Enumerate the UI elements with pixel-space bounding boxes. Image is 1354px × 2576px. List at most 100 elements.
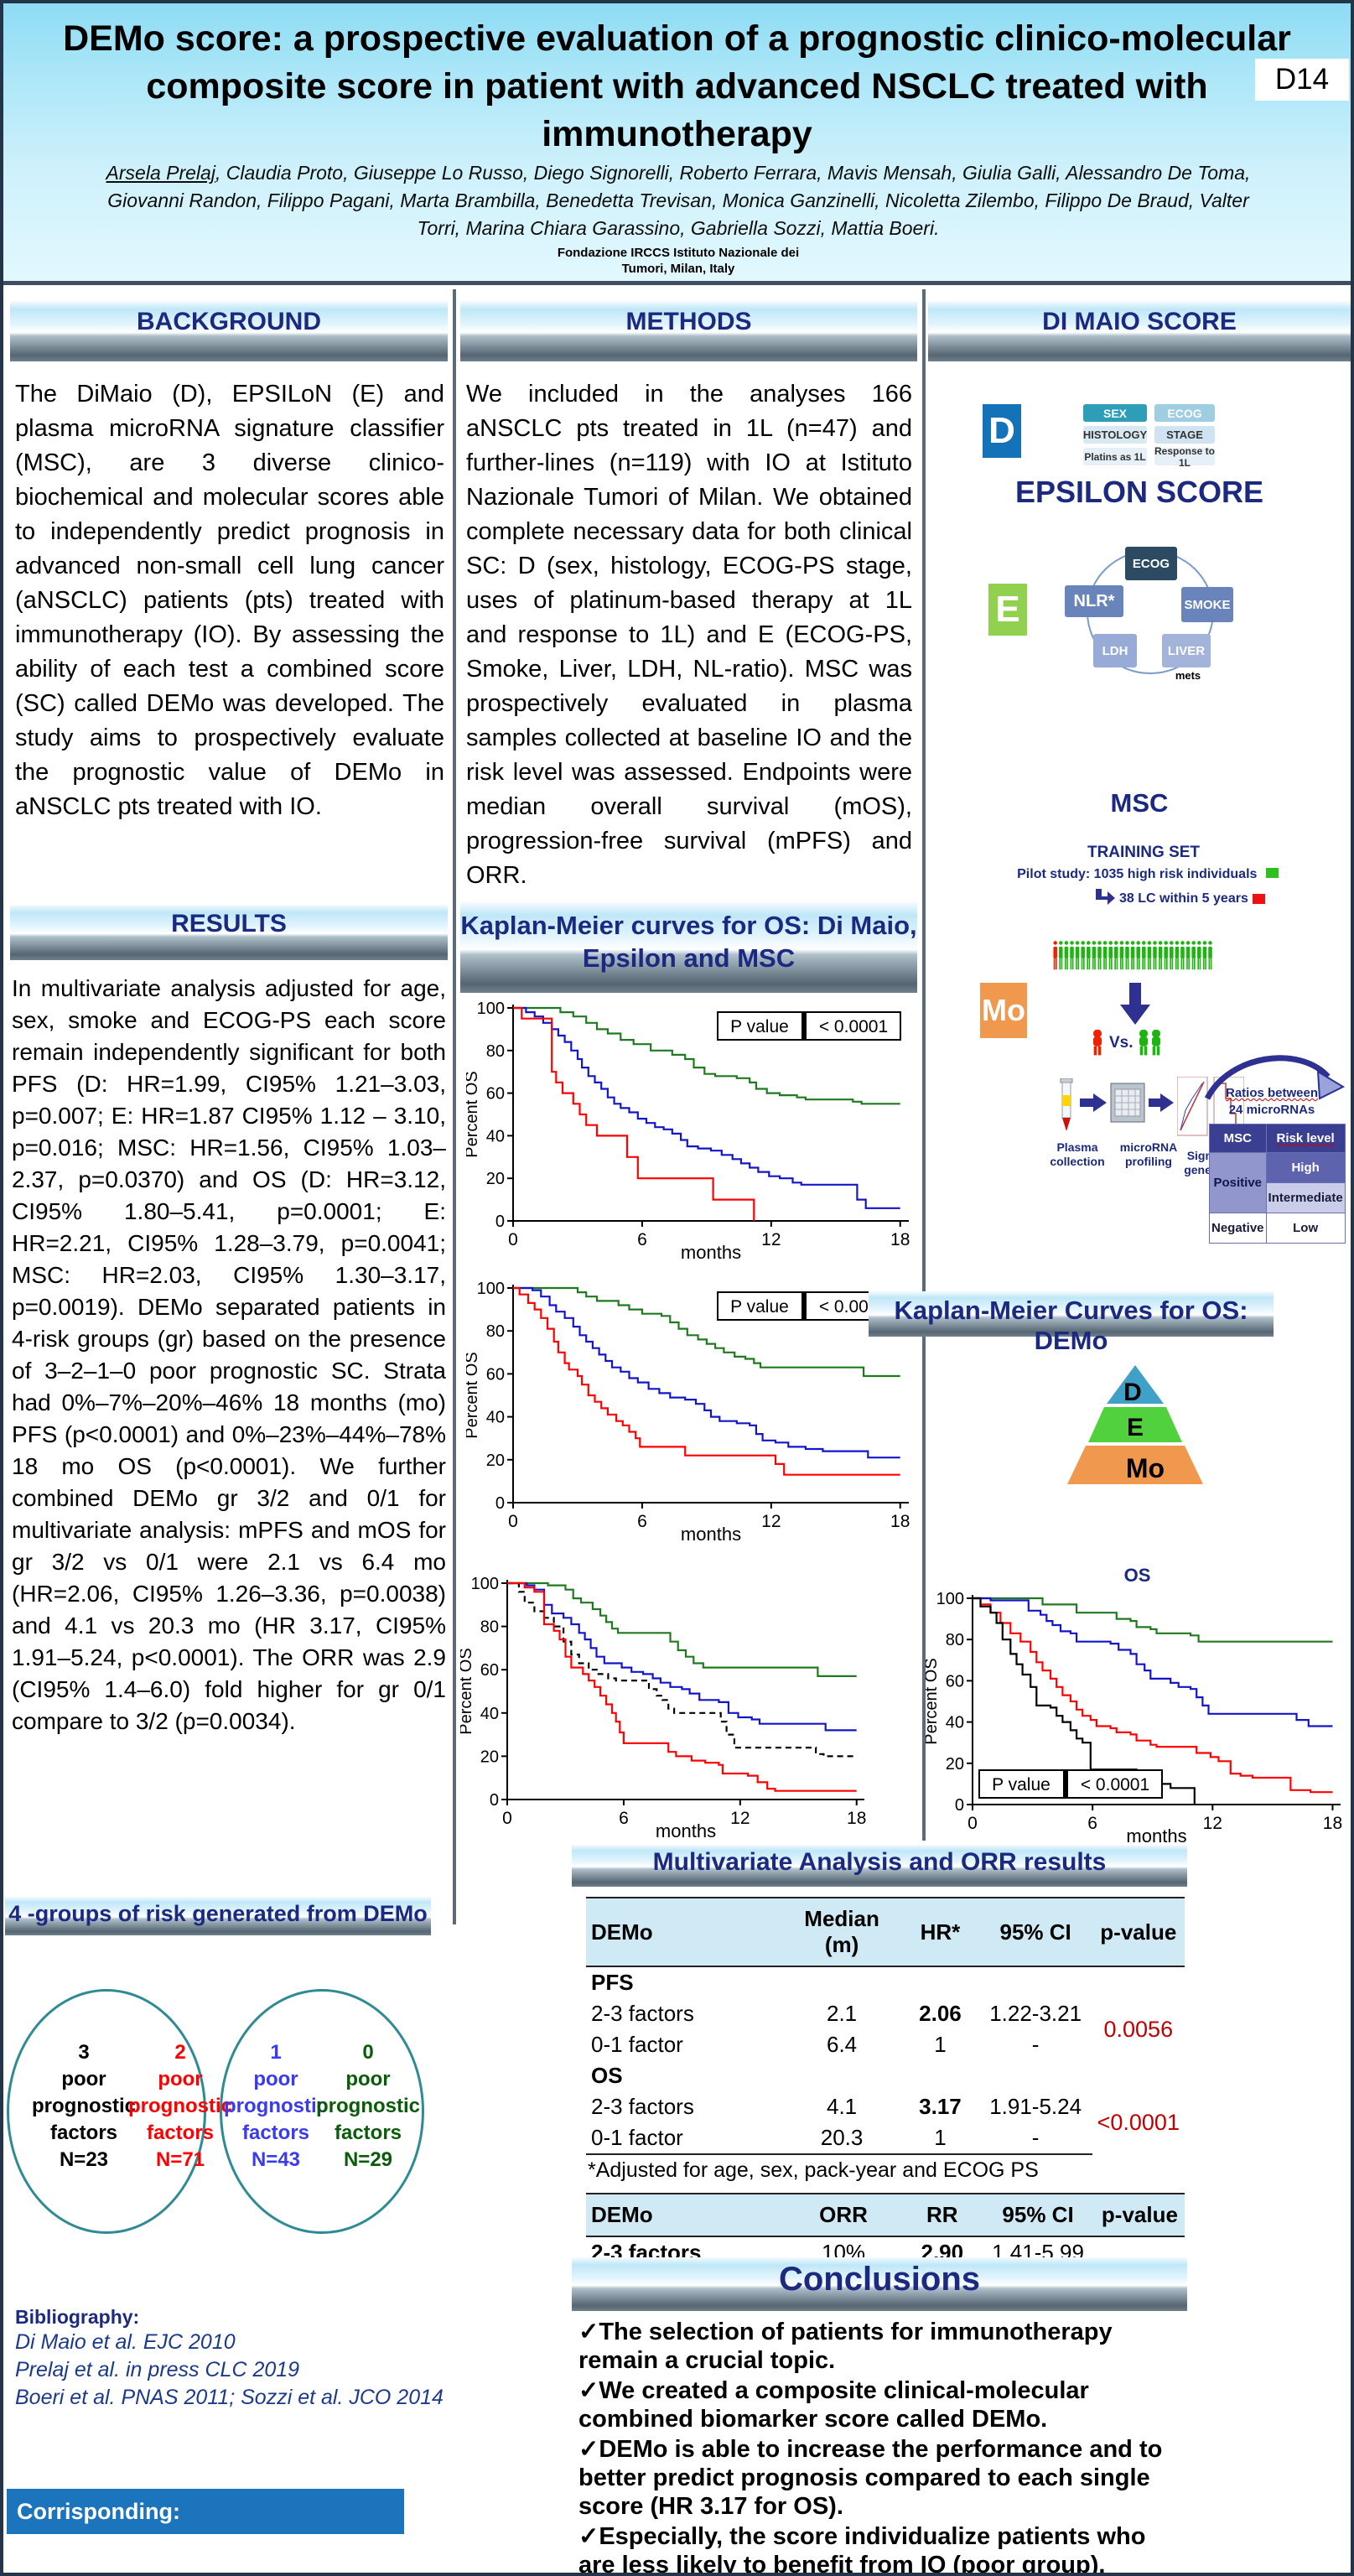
section-header-msc: MSC [1110, 788, 1169, 818]
section-header-results: RESULTS [10, 905, 448, 960]
svg-text:40: 40 [946, 1714, 964, 1732]
risk-group-1: 1 poor prognostic factors N=43 [224, 2041, 328, 2171]
page-title-line2: composite score in patient with advanced… [146, 66, 1208, 106]
vs-row: Vs. [1092, 1030, 1164, 1057]
p-value-pfs: 0.0056 [1103, 2016, 1174, 2042]
elbow-arrow-icon [1096, 889, 1115, 905]
risk-group-2: 2 poor prognostic factors N=71 [128, 2041, 232, 2171]
column-divider-right [922, 289, 926, 1841]
svg-text:0: 0 [955, 1796, 964, 1815]
microrna-chip-icon [1110, 1080, 1145, 1130]
chart4-title-os: OS [1123, 1565, 1151, 1586]
bibliography-item: Boeri et al. PNAS 2011; Sozzi et al. JCO… [15, 2386, 444, 2409]
epsilon-node-liver: LIVER [1162, 634, 1211, 667]
section-header-conclusions: Conclusions [572, 2257, 1187, 2311]
flow-arrow-icon [1149, 1093, 1174, 1116]
multivariate-table: DEMo Median (m) HR* 95% CI p-value PFS 2… [586, 1897, 1185, 2301]
section-header-methods: METHODS [460, 301, 917, 361]
mo-score-letter: Mo [980, 983, 1027, 1038]
svg-text:< 0.0001: < 0.0001 [1081, 1775, 1149, 1794]
svg-text:P value: P value [730, 1297, 789, 1317]
table-row: PFS [591, 1970, 634, 1995]
curved-arrow-icon [1201, 1043, 1351, 1124]
green-persons-icon [1139, 1030, 1160, 1056]
epsilon-node-ecog: ECOG [1125, 547, 1177, 580]
dimaio-box-stage: STAGE [1154, 426, 1215, 444]
svg-text:Percent OS: Percent OS [466, 1352, 481, 1438]
green-legend-square [1265, 868, 1279, 878]
flow-caption-microrna: microRNA profiling [1119, 1140, 1178, 1168]
section-header-4groups: 4 -groups of risk generated from DEMo [5, 1897, 431, 1935]
svg-text:18: 18 [890, 1512, 910, 1531]
methods-text: We included in the analyses 166 aNSCLC p… [466, 381, 912, 889]
svg-text:18: 18 [1323, 1814, 1342, 1833]
svg-text:0: 0 [508, 1230, 518, 1249]
svg-text:100: 100 [936, 1590, 964, 1608]
svg-text:20: 20 [480, 1748, 499, 1766]
svg-text:40: 40 [486, 1409, 505, 1427]
p-value-os: <0.0001 [1097, 2110, 1180, 2135]
people-icons [1053, 941, 1212, 970]
conclusion-item: ✓DEMo is able to increase the performanc… [578, 2436, 1163, 2520]
svg-text:100: 100 [477, 1280, 505, 1298]
red-legend-square [1252, 894, 1265, 904]
affiliation: Fondazione IRCCS Istituto Nazionale dei … [557, 246, 800, 276]
bibliography-item: Prelaj et al. in press CLC 2019 [15, 2358, 300, 2381]
svg-text:20: 20 [486, 1170, 505, 1188]
epsilon-node-nlr: NLR* [1065, 585, 1123, 617]
svg-text:100: 100 [477, 1000, 505, 1018]
venn-circle-left [7, 1989, 206, 2234]
d-score-letter: D [983, 404, 1021, 458]
table-row: 0-1 factor 6.4 1 - [591, 2032, 1040, 2057]
e-score-letter: E [988, 584, 1027, 636]
dimaio-box-histology: HISTOLOGY [1083, 426, 1147, 444]
pyramid-d-layer [1107, 1365, 1164, 1404]
table-footnote: *Adjusted for age, sex, pack-year and EC… [588, 2158, 1039, 2182]
svg-text:80: 80 [480, 1618, 499, 1637]
svg-text:80: 80 [486, 1322, 505, 1341]
risk-cell-negative: Negative [1209, 1213, 1267, 1244]
ratios-label: Ratios between 24 microRNAs [1225, 1086, 1319, 1117]
section-header-multivariate: Multivariate Analysis and ORR results [572, 1845, 1187, 1887]
svg-text:E: E [1127, 1414, 1144, 1441]
pyramid-mo-layer [1067, 1446, 1203, 1484]
svg-text:6: 6 [637, 1512, 647, 1531]
table-row: 2-3 factors 2.1 2.06 1.22-3.21 0.0056 [586, 1998, 1185, 2042]
dimaio-box-ecog: ECOG [1154, 404, 1215, 422]
red-person-icon [1092, 1030, 1102, 1056]
flow-caption-plasma: Plasma collection [1050, 1140, 1105, 1168]
svg-text:12: 12 [761, 1512, 781, 1531]
svg-text:Percent OS: Percent OS [926, 1658, 941, 1744]
risk-cell-intermediate: Intermediate [1265, 1182, 1346, 1213]
section-header-km-demo: Kaplan-Meier Curves for OS: DEMo [869, 1291, 1274, 1355]
svg-text:18: 18 [890, 1230, 910, 1249]
table-row: 2-3 factors 4.1 3.17 1.91-5.24 <0.0001 [586, 2091, 1185, 2135]
km-chart-scores-2: 0 20 40 60 80 100 0 6 12 18 months Percent OS P valu… [463, 1278, 917, 1545]
venn-circle-right [220, 1989, 424, 2234]
dimaio-box-sex: SEX [1083, 404, 1147, 422]
svg-text:40: 40 [480, 1705, 499, 1723]
down-arrow-icon [1118, 983, 1152, 1031]
svg-text:0: 0 [495, 1213, 505, 1231]
bibliography: Bibliography: Di Maio et al. EJC 2010 Pr… [15, 2306, 451, 2412]
svg-text:months: months [681, 1242, 741, 1263]
epsilon-node-ldh: LDH [1093, 634, 1137, 667]
population-icons-row [1053, 937, 1217, 973]
svg-text:0: 0 [508, 1512, 518, 1531]
conclusion-item: ✓Especially, the score individualize pat… [578, 2523, 1146, 2576]
svg-text:< 0.0001: < 0.0001 [819, 1017, 888, 1036]
svg-text:Mo: Mo [1126, 1453, 1165, 1483]
conclusion-item: ✓We created a composite clinical-molecul… [578, 2377, 1089, 2433]
section-header-epsilon: EPSILON SCORE [1014, 475, 1264, 509]
poster-number-badge: D14 [1255, 59, 1349, 101]
risk-cell-positive: Positive [1209, 1152, 1267, 1213]
svg-text:60: 60 [486, 1365, 505, 1384]
risk-cell-high: High [1265, 1152, 1346, 1183]
svg-text:D: D [1123, 1379, 1142, 1406]
poster-header: DEMo score: a prospective evaluation of … [3, 3, 1351, 285]
bibliography-title: Bibliography: [15, 2306, 140, 2328]
svg-text:Percent OS: Percent OS [460, 1648, 475, 1734]
background-text: The DiMaio (D), EPSILoN (E) and plasma m… [15, 381, 444, 820]
svg-text:18: 18 [847, 1809, 866, 1828]
